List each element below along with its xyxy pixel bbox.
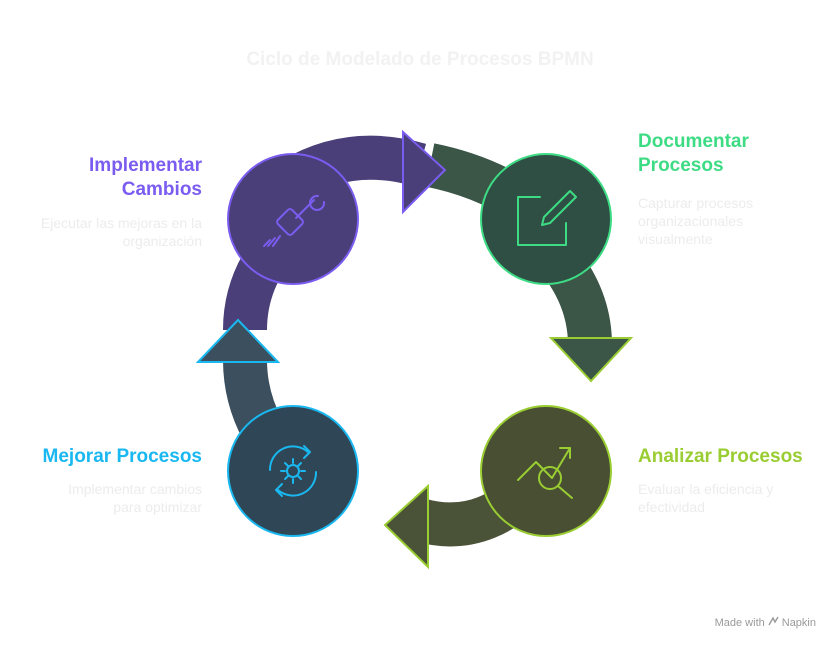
- desc-line: organización: [122, 233, 202, 249]
- circle-mejorar: [227, 405, 359, 537]
- edit-document-icon: [517, 190, 577, 246]
- desc-analizar: Evaluar la eficiencia y efectividad: [638, 480, 773, 516]
- label-line: Cambios: [121, 179, 202, 200]
- napkin-brand: Napkin: [781, 617, 816, 629]
- page-title: Ciclo de Modelado de Procesos BPMN: [246, 49, 594, 70]
- circle-implementar: [227, 153, 359, 285]
- label-documentar: Documentar Procesos: [638, 130, 749, 178]
- label-mejorar: Mejorar Procesos: [42, 446, 202, 467]
- desc-line: organizacionales: [638, 213, 744, 229]
- desc-line: Implementar cambios: [68, 481, 202, 497]
- label-line: Implementar: [89, 155, 202, 176]
- made-with-text: Made with: [714, 617, 765, 629]
- desc-line: Evaluar la eficiencia y: [638, 481, 774, 497]
- made-with-napkin[interactable]: Made with Napkin: [715, 616, 816, 630]
- desc-line: efectividad: [638, 499, 705, 515]
- circle-documentar: [480, 153, 612, 285]
- desc-implementar: Ejecutar las mejoras en la organización: [0, 214, 202, 250]
- chart-magnifier-icon: [517, 447, 573, 499]
- label-line: Documentar: [638, 131, 749, 152]
- desc-mejorar: Implementar cambios para optimizar: [0, 480, 202, 516]
- label-implementar: Implementar Cambios: [0, 154, 202, 202]
- label-analizar: Analizar Procesos: [638, 446, 803, 467]
- desc-line: Capturar procesos: [638, 195, 754, 211]
- arrow-head-left: [195, 318, 281, 363]
- desc-documentar: Capturar procesos organizacionales visua…: [638, 194, 753, 248]
- arrow-head-top: [402, 129, 447, 215]
- napkin-logo-icon: [768, 616, 779, 630]
- gear-cycle-icon: [268, 445, 318, 497]
- arrow-head-bottom: [383, 483, 429, 570]
- desc-line: Ejecutar las mejoras en la: [40, 215, 202, 231]
- desc-line: para optimizar: [113, 499, 202, 515]
- label-line: Procesos: [638, 155, 724, 176]
- desc-line: visualmente: [638, 231, 713, 247]
- hand-wrench-icon: [263, 194, 326, 247]
- arrow-head-right: [548, 337, 634, 383]
